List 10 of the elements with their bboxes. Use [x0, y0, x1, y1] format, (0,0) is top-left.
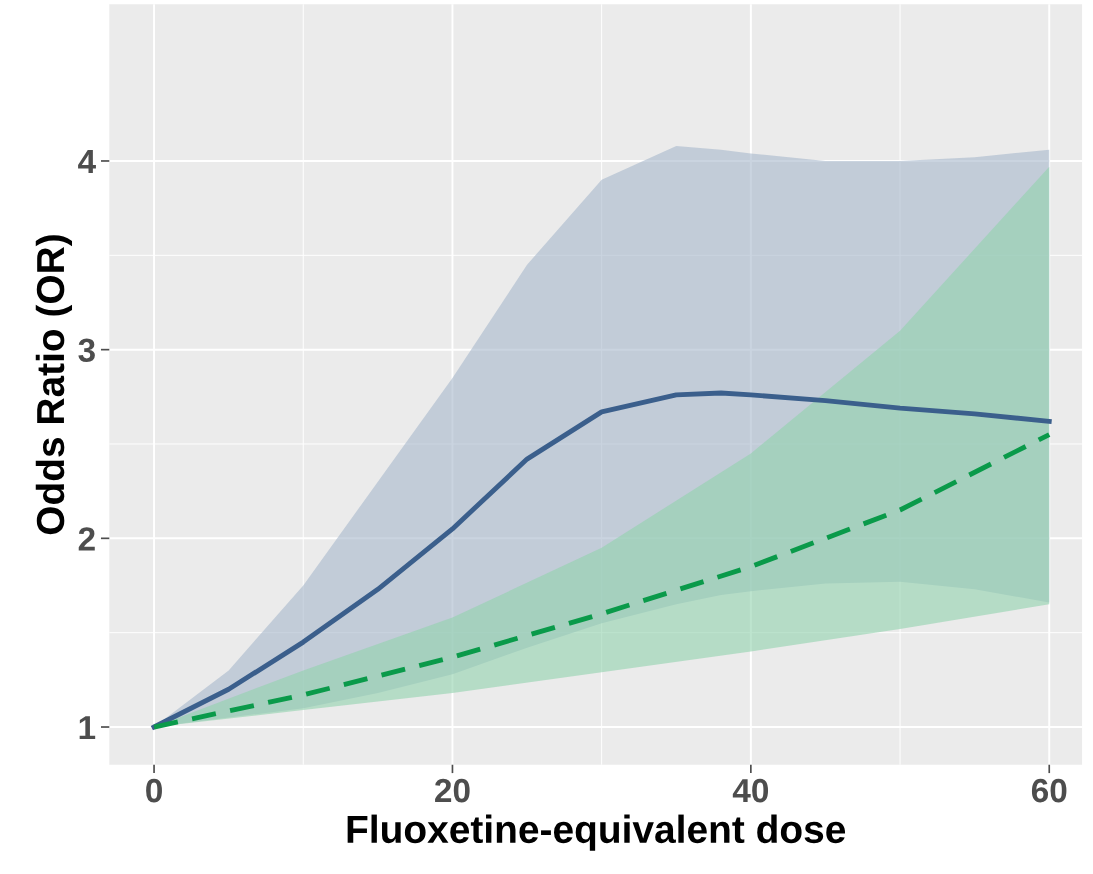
x-axis-title: Fluoxetine-equivalent dose: [347, 814, 846, 851]
y-tick-label: 1: [79, 716, 96, 740]
y-tick-label: 4: [78, 150, 96, 174]
y-tick-label: 2: [78, 527, 95, 551]
x-tick-label: 40: [732, 778, 769, 803]
y-tick-label: 3: [78, 338, 95, 363]
x-tick-label: 0: [146, 778, 162, 803]
x-tick-label: 60: [1031, 778, 1067, 803]
x-tick-label: 20: [435, 778, 470, 803]
y-axis-title: Odds Ratio (OR): [35, 235, 73, 535]
